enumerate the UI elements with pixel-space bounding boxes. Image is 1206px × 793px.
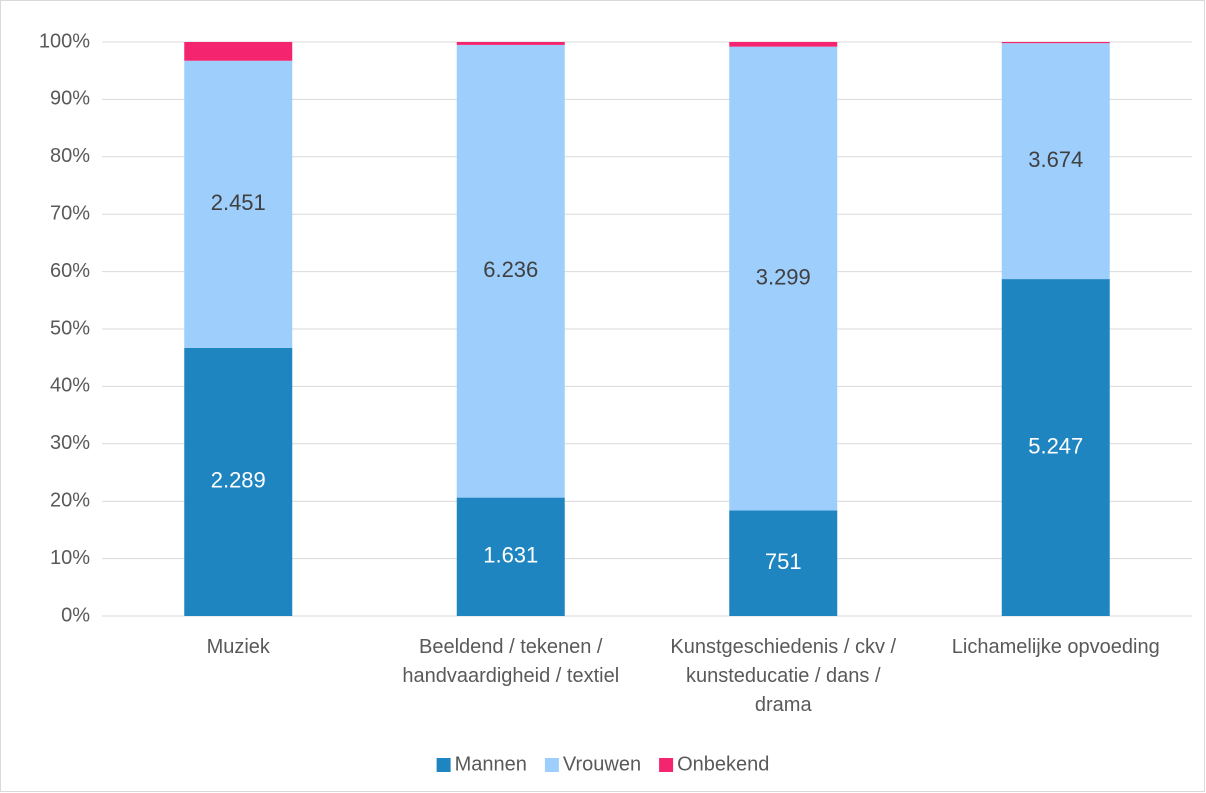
legend-swatch [659,758,674,772]
bar-segment [729,42,838,47]
bar-segment [456,497,565,616]
y-tick-label: 60% [50,260,90,282]
legend-swatch [544,758,559,772]
bar-segment [729,46,838,511]
legend-label: Onbekend [677,753,769,775]
data-label: 1.631 [483,543,538,568]
data-label: 3.674 [1028,147,1083,172]
y-tick-label: 80% [50,145,90,167]
x-tick-label: Beeldend / tekenen / handvaardigheid / te… [402,636,619,687]
bar-segment [1001,43,1110,280]
x-tick-label: Kunstgeschiedenis / ckv / kunsteducatie /… [670,636,896,716]
y-tick-label: 30% [50,432,90,454]
y-tick-label: 50% [50,317,90,339]
y-tick-label: 100% [39,30,90,52]
bar-segment [456,44,565,498]
y-tick-label: 90% [50,88,90,110]
y-tick-label: 0% [61,604,90,626]
bar-segment [729,510,838,616]
bar-segment [184,347,293,616]
bar-segment [1001,42,1110,44]
data-label: 751 [765,549,802,574]
bar-segment [184,42,293,61]
bar-segment [184,60,293,348]
data-label: 3.299 [756,264,811,289]
bar-segment [456,42,565,45]
bar-segment [1001,279,1110,616]
data-label: 2.451 [211,190,266,215]
data-label: 6.236 [483,257,538,282]
legend-swatch [436,758,451,772]
data-label: 2.289 [211,468,266,493]
y-tick-label: 40% [50,375,90,397]
legend-label: Vrouwen [563,753,641,775]
y-tick-label: 20% [50,489,90,511]
y-tick-label: 70% [50,202,90,224]
data-label: 5.247 [1028,433,1083,458]
legend-label: Mannen [455,753,527,775]
x-tick-label: Muziek [207,636,271,658]
x-tick-label: Lichamelijke opvoeding [952,636,1160,658]
y-tick-label: 10% [50,547,90,569]
